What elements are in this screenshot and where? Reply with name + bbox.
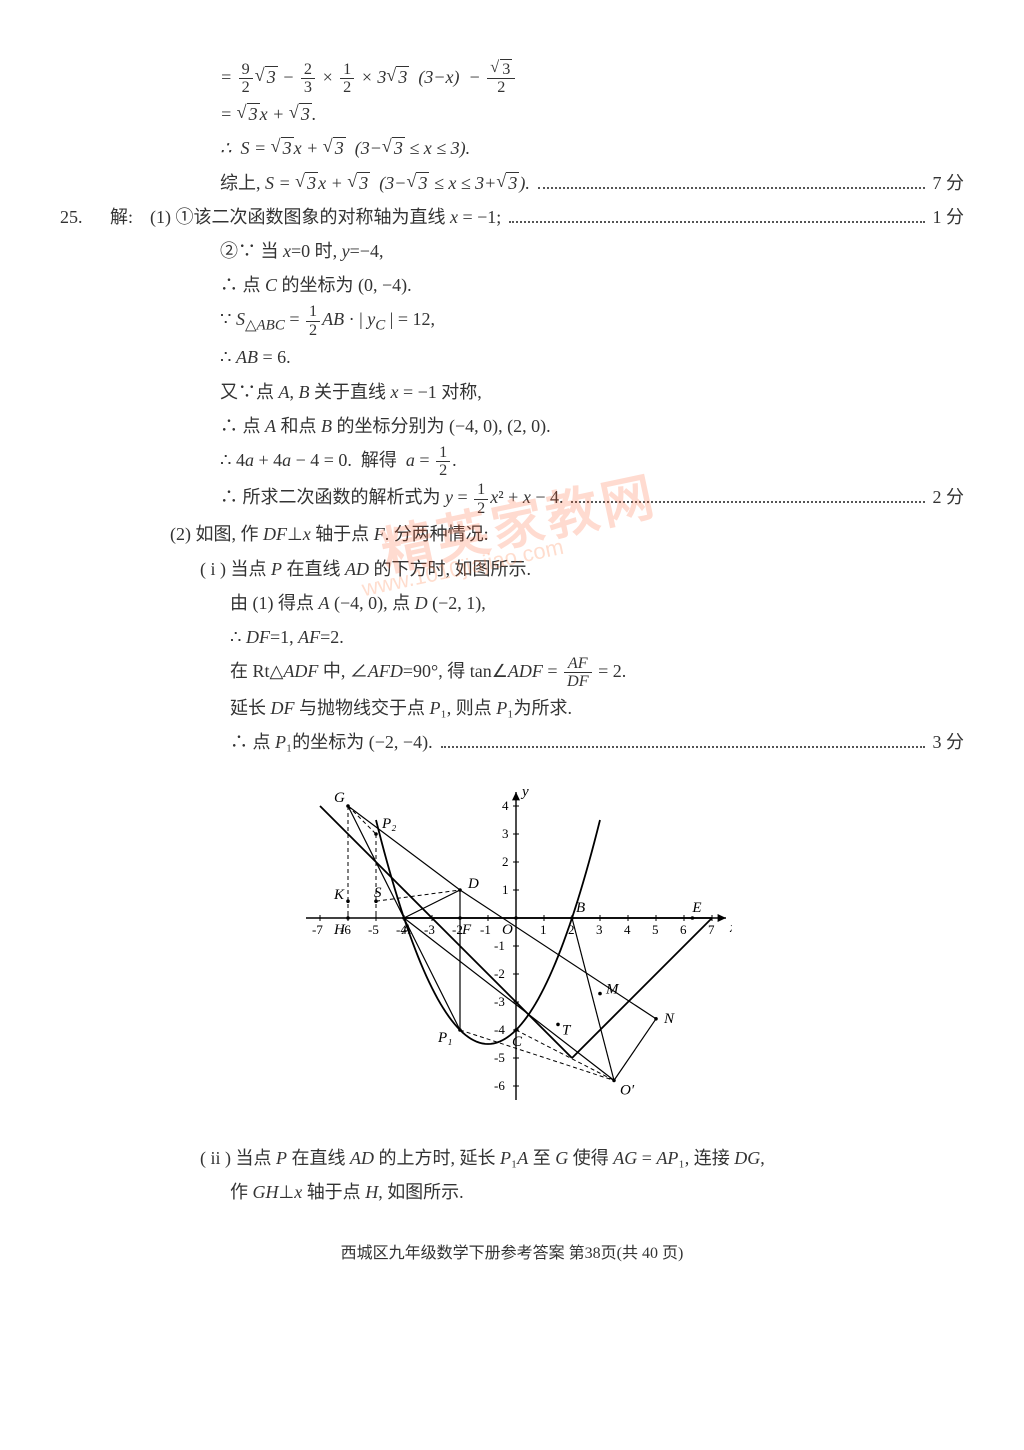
svg-text:-1: -1 <box>480 922 491 937</box>
svg-text:7: 7 <box>708 922 715 937</box>
eq-line-1: = 923 − 23 × 12 × 33 (3−x) − 32 <box>60 60 964 97</box>
svg-text:N: N <box>663 1010 675 1026</box>
q25-2-i-1: 由 (1) 得点 A (−4, 0), 点 D (−2, 1), <box>60 586 964 620</box>
svg-text:-5: -5 <box>368 922 379 937</box>
svg-text:-3: -3 <box>494 994 505 1009</box>
q25-line-1: 25. 解: (1) ①该二次函数图象的对称轴为直线 x = −1; 1 分 <box>60 200 964 234</box>
q25-l7: ∴ 点 C 的坐标为 (0, −4). <box>60 268 964 302</box>
svg-text:4: 4 <box>624 922 631 937</box>
score-7: 7 分 <box>933 166 965 200</box>
svg-text:3: 3 <box>502 826 509 841</box>
svg-text:O′: O′ <box>620 1082 635 1098</box>
eq-line-4: 综上, S = 3x + 3 (3−3 ≤ x ≤ 3+3). 7 分 <box>60 166 964 200</box>
svg-text:x: x <box>729 920 732 936</box>
q25-l8: ∵ S△ABC = 12AB · | yC | = 12, <box>60 302 964 340</box>
svg-text:2: 2 <box>502 854 509 869</box>
svg-text:3: 3 <box>596 922 603 937</box>
svg-text:-2: -2 <box>494 966 505 981</box>
q25-2-i-3: 在 Rt△ADF 中, ∠AFD=90°, 得 tan∠ADF = AFDF =… <box>60 654 964 691</box>
score-2: 2 分 <box>933 480 965 514</box>
svg-text:M: M <box>605 981 620 997</box>
svg-text:-7: -7 <box>312 922 323 937</box>
q25-number: 25. <box>60 200 110 234</box>
score-3: 3 分 <box>933 725 965 759</box>
figure-parabola: xy-7-6-5-4-3-2-11234567-6-5-4-3-2-11234G… <box>60 770 964 1121</box>
figure-svg: xy-7-6-5-4-3-2-11234567-6-5-4-3-2-11234G… <box>292 770 732 1110</box>
svg-text:H: H <box>333 922 346 938</box>
svg-text:-4: -4 <box>494 1022 505 1037</box>
svg-text:T: T <box>562 1022 572 1038</box>
svg-text:S: S <box>374 885 382 901</box>
q25-2-i-5: ∴ 点 P₁的坐标为 (−2, −4). 3 分 <box>60 725 964 759</box>
svg-text:6: 6 <box>680 922 687 937</box>
svg-text:E: E <box>691 900 701 916</box>
svg-text:-1: -1 <box>494 938 505 953</box>
svg-text:F: F <box>461 922 472 938</box>
eq-line-2: = 3x + 3. <box>60 97 964 131</box>
q25-2-i-4: 延长 DF 与抛物线交于点 P₁, 则点 P₁为所求. <box>60 691 964 725</box>
q25-l10: 又∵点 A, B 关于直线 x = −1 对称, <box>60 375 964 409</box>
score-1: 1 分 <box>933 200 965 234</box>
q25-l6: ②∵ 当 x=0 时, y=−4, <box>60 234 964 268</box>
svg-text:D: D <box>467 876 479 892</box>
q25-l9: ∴ AB = 6. <box>60 340 964 374</box>
q25-2-i: ( i ) 当点 P 在直线 AD 的下方时, 如图所示. <box>60 552 964 586</box>
svg-text:-6: -6 <box>494 1078 505 1093</box>
svg-text:B: B <box>576 900 585 916</box>
svg-text:-5: -5 <box>494 1050 505 1065</box>
svg-text:O: O <box>502 922 513 938</box>
svg-text:G: G <box>334 790 345 806</box>
q25-2-head: (2) 如图, 作 DF⊥x 轴于点 F. 分两种情况: <box>60 517 964 551</box>
q25-l12: ∴ 4a + 4a − 4 = 0. 解得 a = 12. <box>60 443 964 480</box>
q25-2-i-2: ∴ DF=1, AF=2. <box>60 620 964 654</box>
q25-l13: ∴ 所求二次函数的解析式为 y = 12x² + x − 4. 2 分 <box>60 480 964 517</box>
q25-2-ii-2: 作 GH⊥x 轴于点 H, 如图所示. <box>60 1175 964 1209</box>
page-footer: 西城区九年级数学下册参考答案 第38页(共 40 页) <box>60 1239 964 1269</box>
svg-text:K: K <box>333 887 345 903</box>
svg-text:5: 5 <box>652 922 659 937</box>
q25-2-ii-1: ( ii ) 当点 P 在直线 AD 的上方时, 延长 P₁A 至 G 使得 A… <box>60 1141 964 1175</box>
q25-l11: ∴ 点 A 和点 B 的坐标分别为 (−4, 0), (2, 0). <box>60 409 964 443</box>
eq-line-3: ∴ S = 3x + 3 (3−3 ≤ x ≤ 3). <box>60 131 964 165</box>
svg-text:P₁: P₁ <box>437 1030 452 1046</box>
svg-text:P₂: P₂ <box>381 816 396 832</box>
svg-text:C: C <box>512 1034 523 1050</box>
svg-text:1: 1 <box>540 922 547 937</box>
svg-text:4: 4 <box>502 798 509 813</box>
svg-text:A: A <box>401 922 412 938</box>
svg-text:1: 1 <box>502 882 509 897</box>
svg-text:y: y <box>520 784 529 800</box>
